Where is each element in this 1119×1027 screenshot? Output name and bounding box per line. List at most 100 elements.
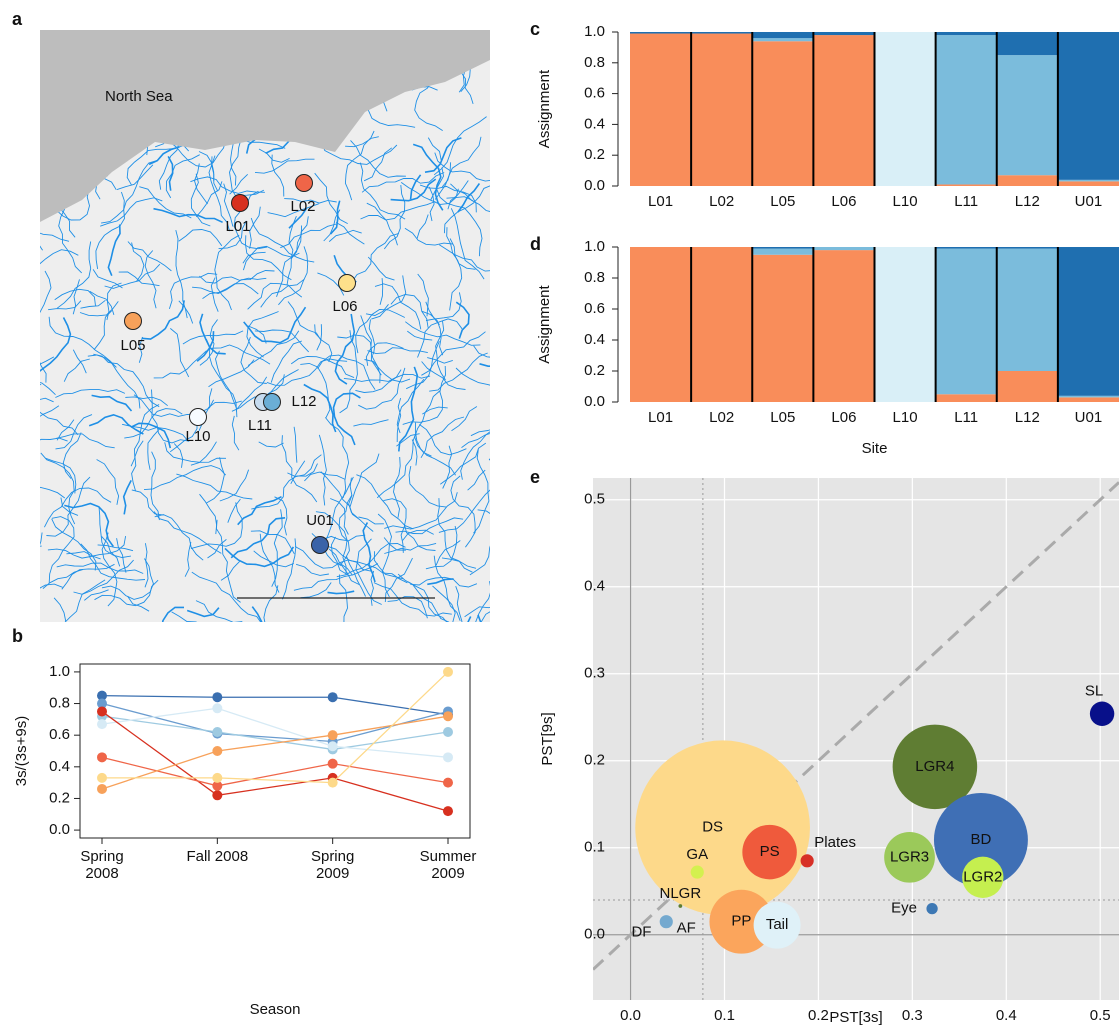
river <box>40 486 66 499</box>
river <box>161 606 184 622</box>
river <box>208 359 255 388</box>
river <box>400 182 459 205</box>
bar-segment <box>996 247 1059 249</box>
bar-segment <box>752 254 814 402</box>
river <box>208 155 231 232</box>
river <box>266 358 348 386</box>
bar-segment <box>935 32 998 36</box>
point <box>212 790 223 801</box>
river <box>420 416 465 459</box>
river <box>328 229 362 242</box>
series-line <box>101 710 449 812</box>
river <box>131 242 145 282</box>
bar-segment <box>691 33 753 186</box>
river <box>104 263 161 289</box>
bar-segment <box>874 247 937 402</box>
river <box>195 181 223 218</box>
river <box>377 513 392 598</box>
y-tick-label: 0.5 <box>584 491 605 508</box>
river <box>435 321 446 381</box>
y-tick-label: 0.4 <box>49 758 70 775</box>
river <box>335 222 365 245</box>
river <box>40 405 60 417</box>
bar-segment <box>874 32 937 186</box>
site-marker <box>338 274 356 292</box>
river <box>434 152 490 182</box>
y-tick-label: 0.8 <box>584 54 605 71</box>
y-tick-label: 0.0 <box>584 926 605 943</box>
river <box>127 596 150 612</box>
series-line <box>101 715 449 790</box>
river <box>446 227 463 311</box>
river <box>450 208 485 280</box>
river <box>56 241 92 309</box>
river <box>40 545 42 547</box>
x-axis-label: Site <box>862 440 888 457</box>
river <box>258 441 284 448</box>
river <box>427 137 442 161</box>
river <box>332 392 361 446</box>
y-tick-label: 0.2 <box>49 789 70 806</box>
river <box>40 411 79 436</box>
bubble <box>926 903 938 915</box>
river <box>161 136 227 168</box>
river <box>367 256 395 281</box>
bar-segment <box>752 38 814 42</box>
river <box>243 306 307 344</box>
river <box>144 543 149 588</box>
point <box>327 730 338 741</box>
river <box>254 158 315 174</box>
x-tick-label: L05 <box>770 409 795 426</box>
river <box>383 498 407 553</box>
x-tick-label: L06 <box>831 409 856 426</box>
river <box>122 480 132 515</box>
river <box>153 623 200 646</box>
bar-segment <box>813 247 875 251</box>
point-label: Tail <box>766 916 789 933</box>
point <box>97 698 107 709</box>
river <box>455 586 463 622</box>
river <box>87 354 141 409</box>
river <box>190 441 217 466</box>
river <box>40 397 54 403</box>
x-tick-label: 0.5 <box>1090 1007 1111 1024</box>
y-tick-label: 0.1 <box>584 839 605 856</box>
river <box>167 156 174 191</box>
river <box>421 310 444 356</box>
river <box>384 542 437 554</box>
river <box>116 538 127 573</box>
river <box>242 251 266 264</box>
bar-segment <box>1057 247 1119 396</box>
river <box>227 498 241 523</box>
river <box>40 232 70 242</box>
x-tick-label: L01 <box>648 193 673 210</box>
river <box>295 563 329 576</box>
point <box>443 777 453 788</box>
x-tick-label: L10 <box>893 193 918 210</box>
plot-frame <box>79 663 471 839</box>
x-tick-label: Spring 2009 <box>310 848 355 882</box>
y-tick-label: 0.2 <box>584 752 605 769</box>
river <box>294 546 372 572</box>
bar-segment <box>1057 395 1119 398</box>
river <box>139 186 192 219</box>
river <box>48 316 117 368</box>
river <box>260 278 305 308</box>
sea <box>40 30 490 222</box>
river <box>97 544 134 552</box>
river <box>367 347 428 355</box>
river <box>144 250 157 309</box>
river <box>40 361 47 383</box>
river <box>437 498 473 573</box>
river <box>467 469 486 491</box>
river <box>192 270 275 294</box>
river <box>55 414 93 450</box>
series-line <box>101 715 449 751</box>
point <box>327 741 338 752</box>
bar-segment <box>996 32 1059 56</box>
river <box>435 540 461 566</box>
river <box>404 227 453 246</box>
panel-label: a <box>12 9 23 29</box>
river <box>387 596 428 619</box>
